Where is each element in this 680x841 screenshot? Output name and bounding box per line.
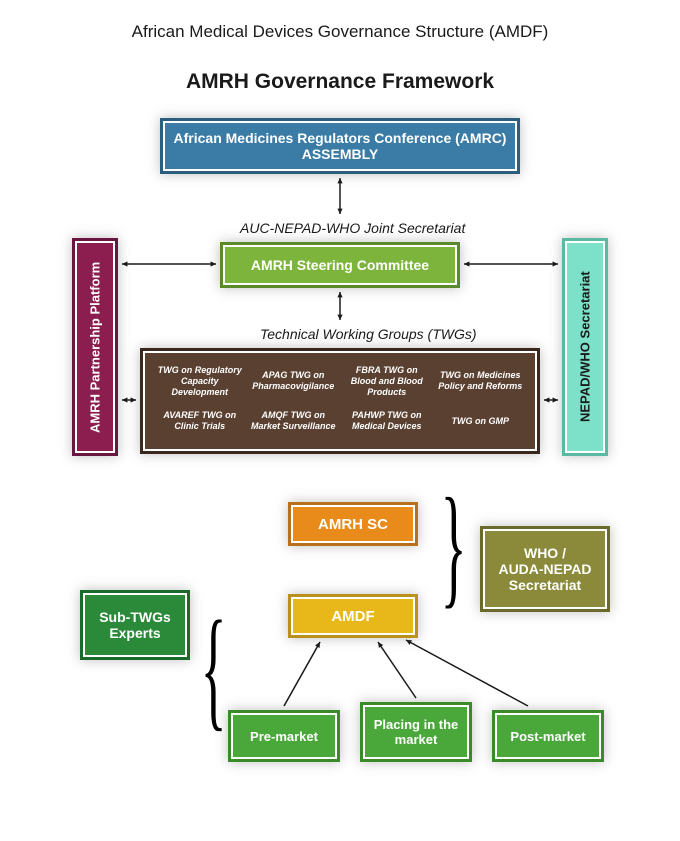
who-auda-line2: AUDA-NEPAD (498, 561, 591, 577)
twg-cell: TWG on Medicines Policy and Reforms (434, 361, 528, 401)
brace-left: } (201, 614, 227, 749)
nepad-node: NEPAD/WHO Secretariat (562, 238, 608, 456)
assembly-line2: ASSEMBLY (174, 146, 507, 162)
twg-cell: APAG TWG on Pharmacovigilance (247, 361, 341, 401)
twg-cell: FBRA TWG on Blood and Blood Products (340, 361, 434, 401)
placing-node: Placing in the market (360, 702, 472, 762)
sub-twgs-node: Sub-TWGs Experts (80, 590, 190, 660)
twg-cell: AMQF TWG on Market Surveillance (247, 401, 341, 441)
nepad-label: NEPAD/WHO Secretariat (565, 241, 605, 453)
secretariat-label: AUC-NEPAD-WHO Joint Secretariat (240, 220, 465, 236)
who-auda-line1: WHO / (498, 545, 591, 561)
brace-right: } (441, 480, 467, 615)
twg-cell: TWG on Regulatory Capacity Development (153, 361, 247, 401)
post-market-label: Post-market (495, 713, 601, 759)
amdf-label: AMDF (291, 597, 415, 635)
amdf-node: AMDF (288, 594, 418, 638)
sub-twgs-line1: Sub-TWGs (99, 609, 171, 625)
twg-cell: TWG on GMP (434, 401, 528, 441)
framework-title: AMRH Governance Framework (0, 70, 680, 94)
assembly-line1: African Medicines Regulators Conference … (174, 130, 507, 146)
twg-box-node: TWG on Regulatory Capacity DevelopmentAP… (140, 348, 540, 454)
partnership-label: AMRH Partnership Platform (75, 241, 115, 453)
partnership-node: AMRH Partnership Platform (72, 238, 118, 456)
sub-twgs-line2: Experts (99, 625, 171, 641)
placing-line2: market (374, 732, 459, 747)
who-auda-node: WHO / AUDA-NEPAD Secretariat (480, 526, 610, 612)
page-title: African Medical Devices Governance Struc… (0, 22, 680, 42)
who-auda-line3: Secretariat (498, 577, 591, 593)
post-market-node: Post-market (492, 710, 604, 762)
amrh-sc-label: AMRH SC (291, 505, 415, 543)
twg-cell: AVAREF TWG on Clinic Trials (153, 401, 247, 441)
pre-market-node: Pre-market (228, 710, 340, 762)
steering-label: AMRH Steering Committee (223, 245, 457, 285)
twg-cell: PAHWP TWG on Medical Devices (340, 401, 434, 441)
placing-line1: Placing in the (374, 717, 459, 732)
amrh-sc-node: AMRH SC (288, 502, 418, 546)
assembly-node: African Medicines Regulators Conference … (160, 118, 520, 174)
steering-node: AMRH Steering Committee (220, 242, 460, 288)
pre-market-label: Pre-market (231, 713, 337, 759)
twgs-label: Technical Working Groups (TWGs) (260, 326, 477, 342)
